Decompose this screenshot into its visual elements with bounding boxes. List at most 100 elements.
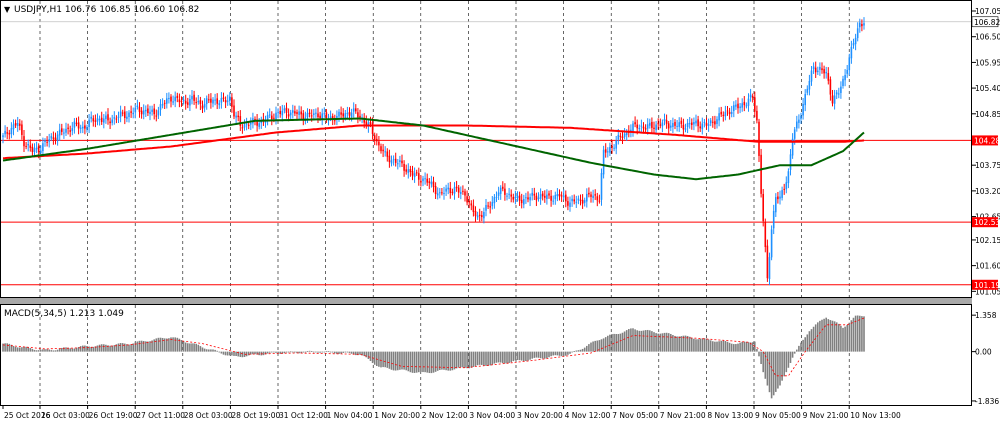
macd-bar xyxy=(491,351,494,365)
macd-bar xyxy=(121,343,124,352)
macd-bar xyxy=(842,327,844,352)
candle xyxy=(766,239,769,282)
macd-bar xyxy=(418,351,420,373)
candle xyxy=(407,163,410,179)
macd-bar xyxy=(499,351,502,363)
macd-bar xyxy=(781,351,783,381)
candle xyxy=(434,182,437,200)
candle xyxy=(380,143,382,154)
candle xyxy=(838,87,840,99)
candle xyxy=(655,121,657,135)
macd-bar xyxy=(35,350,38,352)
time-label: 1 Nov 04:00 xyxy=(327,411,373,420)
chart-symbol-title: USDJPY,H1 106.76 106.85 106.60 106.82 xyxy=(14,5,199,15)
macd-bar xyxy=(596,340,599,352)
candle xyxy=(90,111,92,123)
macd-bar xyxy=(252,351,254,355)
candle xyxy=(176,92,179,103)
macd-bar xyxy=(275,351,277,353)
time-label: 7 Nov 05:00 xyxy=(612,411,658,420)
candle xyxy=(754,91,756,118)
macd-bar xyxy=(502,351,504,364)
macd-bar xyxy=(111,345,113,352)
candle xyxy=(180,96,183,107)
macd-bar xyxy=(537,351,540,358)
pane-separator[interactable] xyxy=(0,298,972,304)
candle xyxy=(554,191,557,205)
candle xyxy=(722,111,725,122)
symbol-dropdown-icon[interactable]: ▼ xyxy=(4,5,11,14)
macd-bar xyxy=(777,351,779,389)
macd-bar xyxy=(804,337,806,352)
macd-bar xyxy=(449,351,452,371)
price-tick-label: 101.05 xyxy=(975,287,1000,296)
candle xyxy=(147,104,149,117)
macd-bar xyxy=(838,323,840,352)
candle xyxy=(806,85,809,96)
macd-bar xyxy=(451,351,454,371)
macd-bar xyxy=(439,351,441,371)
price-tick-label: 102.15 xyxy=(975,236,1000,245)
macd-bar xyxy=(130,344,132,352)
candle xyxy=(499,185,502,200)
macd-bar xyxy=(315,351,317,353)
candle xyxy=(266,111,269,126)
macd-bar xyxy=(726,341,729,352)
macd-bar xyxy=(279,351,281,354)
candle xyxy=(170,94,172,108)
candle xyxy=(355,104,357,114)
macd-bar xyxy=(632,328,634,352)
macd-bar xyxy=(271,351,273,353)
candle xyxy=(210,93,212,109)
candle xyxy=(342,108,344,123)
macd-bar xyxy=(210,349,212,352)
candle xyxy=(798,114,800,129)
candle xyxy=(464,188,466,202)
macd-pane-frame xyxy=(0,304,972,406)
macd-bar xyxy=(67,347,69,352)
candle xyxy=(388,149,391,168)
candle xyxy=(508,187,510,200)
macd-bar xyxy=(460,351,462,368)
candle xyxy=(733,101,735,118)
macd-bar xyxy=(73,348,76,352)
macd-bar xyxy=(756,348,758,352)
macd-bar xyxy=(688,336,691,352)
macd-bar xyxy=(613,333,615,352)
candle xyxy=(323,107,326,118)
macd-bar xyxy=(71,348,74,352)
macd-bar xyxy=(791,351,794,358)
candle xyxy=(640,119,643,132)
macd-bar xyxy=(733,344,735,352)
candle xyxy=(29,139,32,152)
candle xyxy=(638,124,641,133)
macd-bar xyxy=(365,351,368,358)
macd-bar xyxy=(693,338,695,352)
candle xyxy=(478,208,481,222)
ma-green-line xyxy=(2,117,865,181)
macd-bar xyxy=(12,345,15,352)
macd-bar xyxy=(138,340,141,352)
macd-bar xyxy=(848,322,851,352)
price-tick-label: 103.20 xyxy=(975,187,1000,196)
macd-bar xyxy=(361,351,363,356)
price-tick-label: 105.95 xyxy=(975,58,1000,67)
candle xyxy=(315,108,317,118)
macd-bar xyxy=(676,336,678,352)
macd-bar xyxy=(189,343,191,352)
candle xyxy=(298,105,300,119)
macd-bar xyxy=(226,351,229,356)
macd-bar xyxy=(432,351,435,373)
macd-bar xyxy=(235,351,237,356)
candle xyxy=(376,133,378,146)
candle xyxy=(558,189,561,201)
macd-bar xyxy=(54,350,57,352)
macd-bar xyxy=(180,340,183,352)
candle xyxy=(844,69,846,87)
macd-bar xyxy=(840,325,842,352)
macd-title: MACD(5,34,5) 1.213 1.049 xyxy=(4,309,124,319)
macd-tick-label: 1.358 xyxy=(975,311,997,320)
candle xyxy=(674,119,676,130)
macd-bar xyxy=(705,338,708,352)
macd-bar xyxy=(342,351,344,353)
